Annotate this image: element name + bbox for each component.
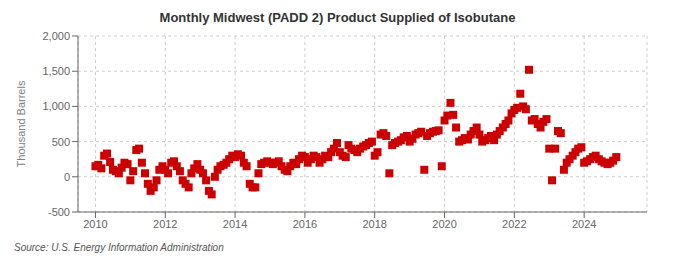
svg-text:2014: 2014 [223,218,247,230]
svg-text:Thousand Barrels: Thousand Barrels [15,80,27,167]
svg-text:2,000: 2,000 [42,30,70,42]
html-text:Monthly Midwest (PADD 2) Produ: Monthly Midwest (PADD 2) Product Supplie… [159,10,516,25]
svg-text:2018: 2018 [362,218,386,230]
svg-text:500: 500 [52,136,70,148]
svg-text:1,500: 1,500 [42,65,70,77]
svg-text:0: 0 [64,171,70,183]
svg-text:2010: 2010 [83,218,107,230]
svg-text:-500: -500 [48,206,70,218]
svg-text:2024: 2024 [572,218,596,230]
svg-text:2022: 2022 [502,218,526,230]
svg-text:2020: 2020 [432,218,456,230]
svg-text:2012: 2012 [153,218,177,230]
svg-text:2016: 2016 [293,218,317,230]
html-text:Source: U.S. Energy Informatio: Source: U.S. Energy Information Administ… [14,242,224,253]
svg-text:1,000: 1,000 [42,100,70,112]
